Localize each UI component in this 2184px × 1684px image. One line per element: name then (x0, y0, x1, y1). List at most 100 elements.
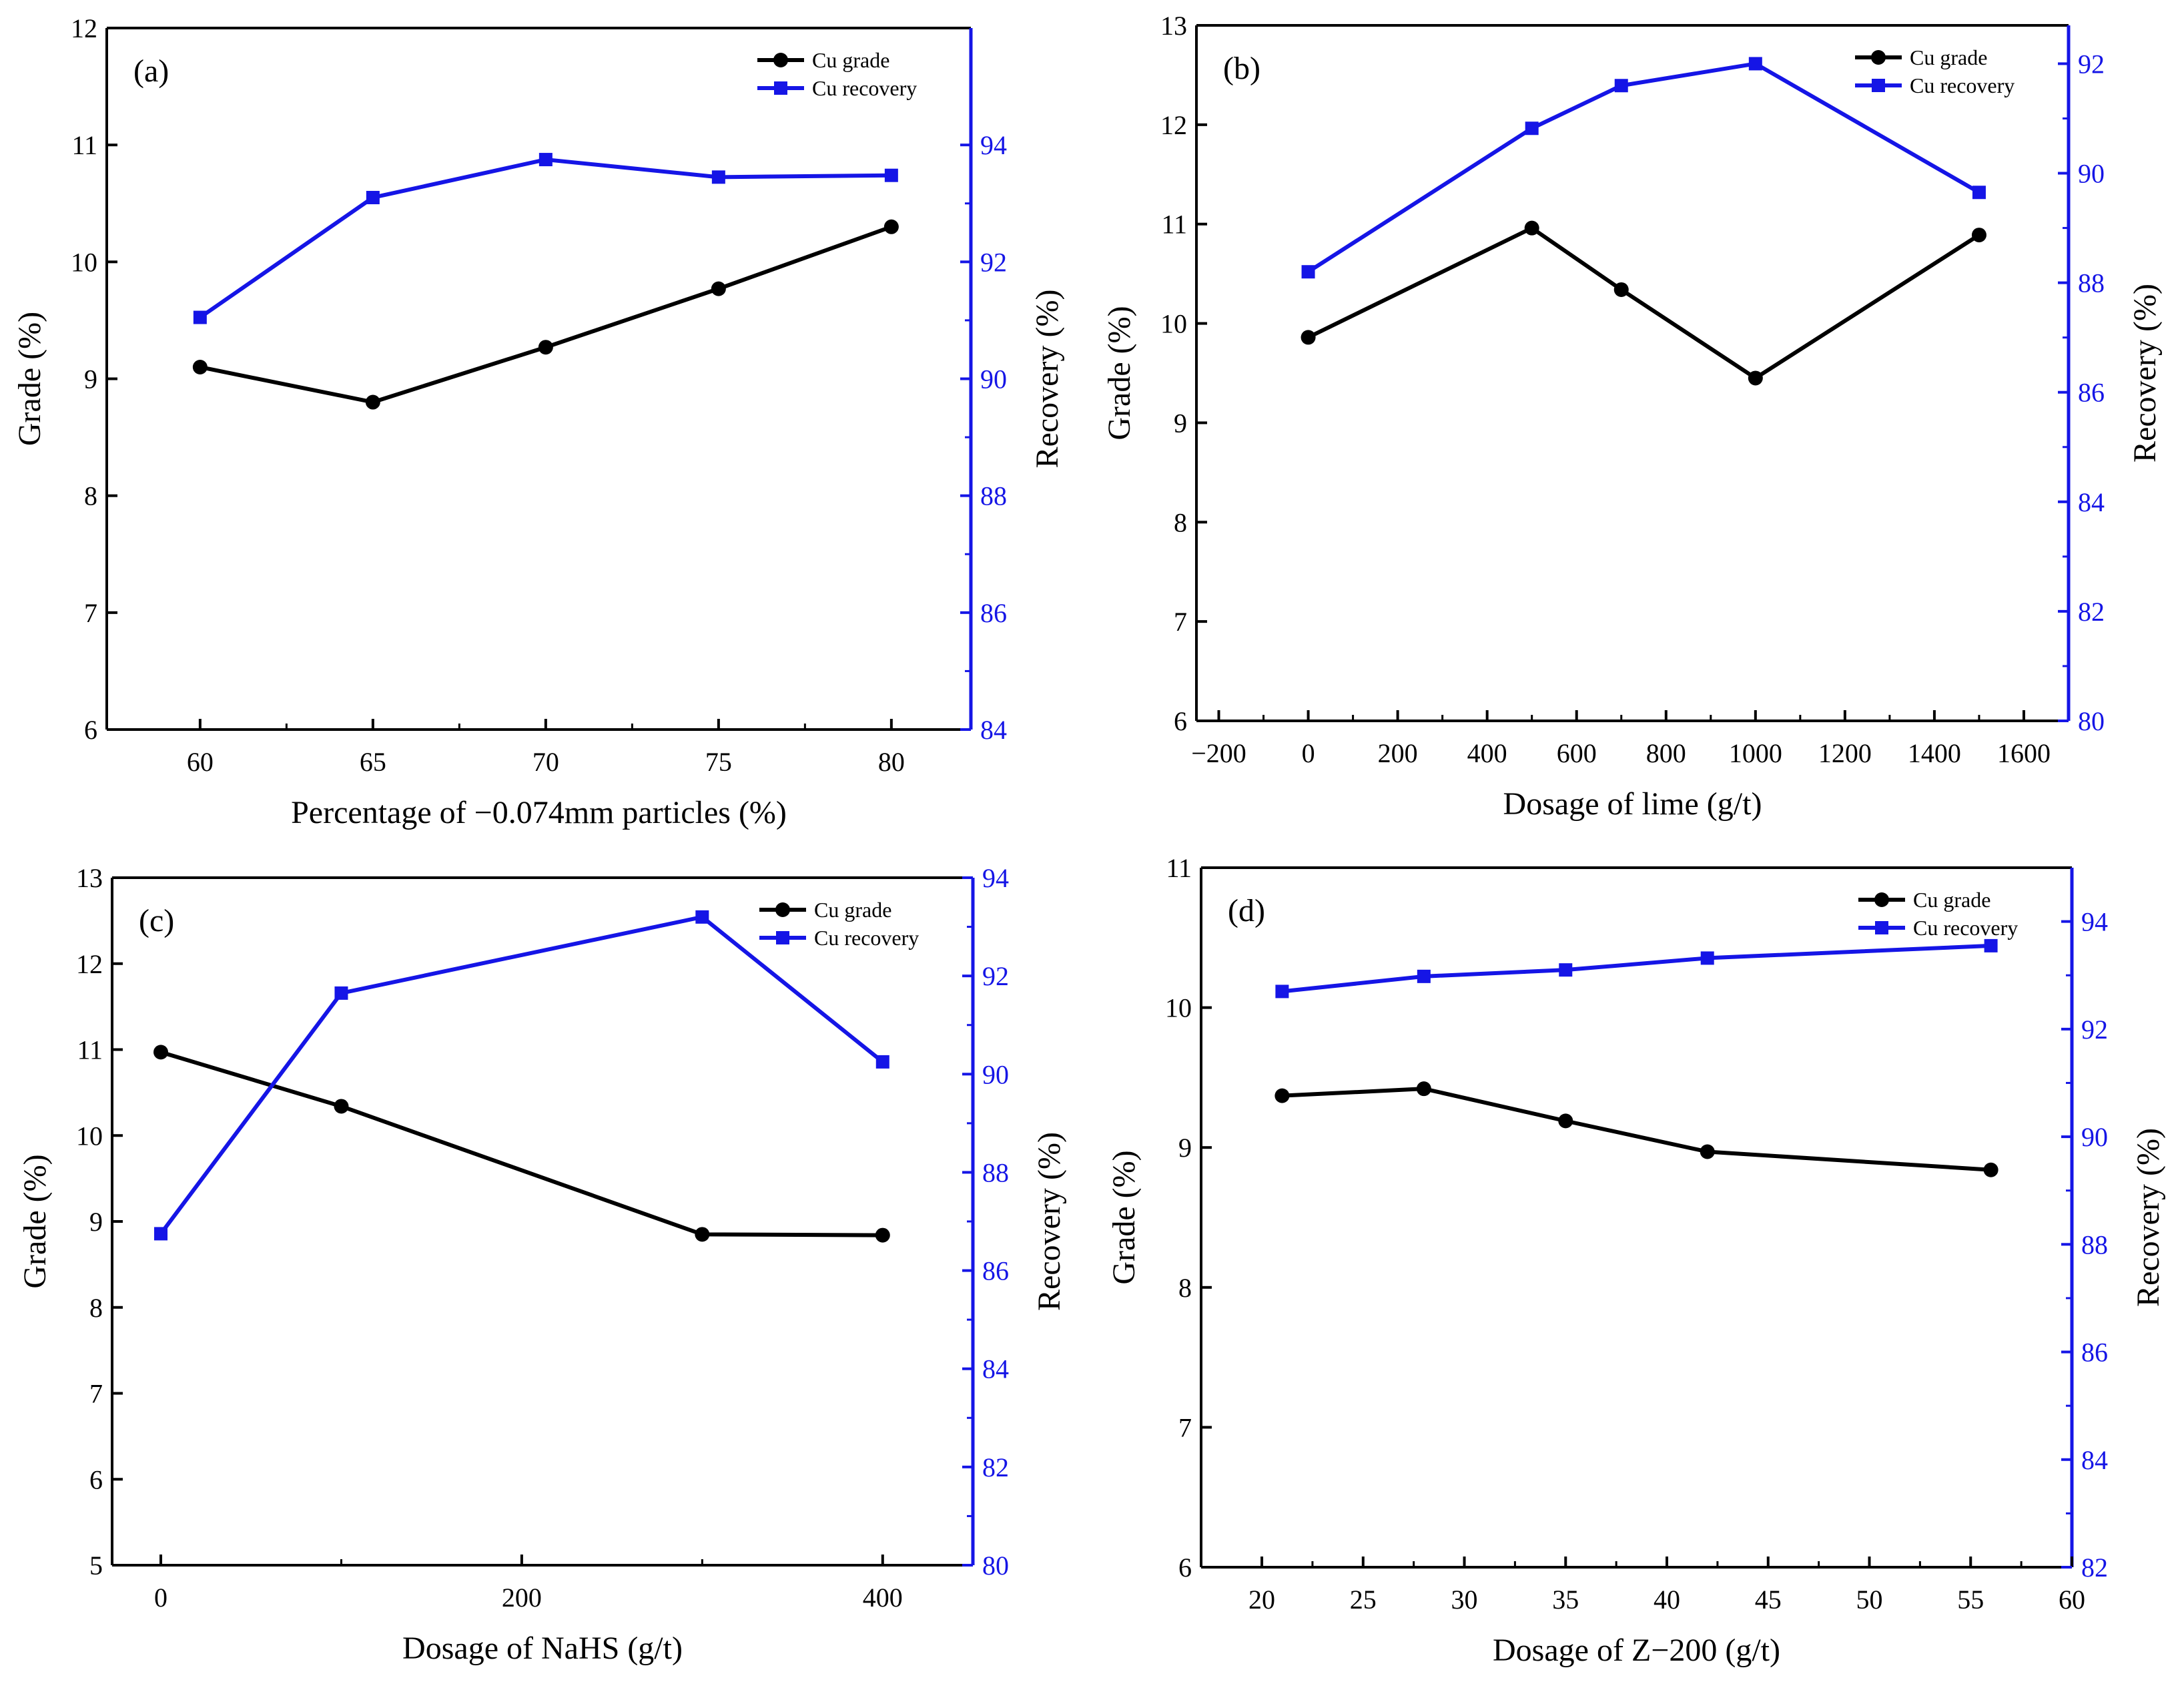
x-tick-label: 0 (1302, 738, 1315, 768)
y-right-tick-label: 90 (982, 1059, 1009, 1089)
y-right-tick-label: 84 (2078, 487, 2105, 517)
recovery-point (1275, 985, 1289, 999)
grade-point (1558, 1113, 1573, 1129)
recovery-point (154, 1227, 168, 1241)
y-left-tick-label: 8 (84, 481, 97, 511)
grade-point (153, 1045, 169, 1060)
y-left-tick-label: 10 (1165, 993, 1192, 1023)
x-tick-label: 600 (1557, 738, 1597, 768)
grade-line (160, 1050, 883, 1237)
recovery-point (875, 1055, 889, 1069)
y-left-tick-label: 8 (1174, 507, 1187, 537)
grade-point (1700, 1144, 1715, 1159)
y-left-tick-label: 9 (1174, 408, 1187, 438)
recovery-point (1614, 79, 1628, 93)
legend-grade-marker (773, 53, 788, 67)
y-right-tick-label: 82 (2078, 597, 2105, 627)
y-left-tick-label: 12 (1160, 110, 1187, 140)
grade-point (1613, 282, 1629, 297)
grade-point (1301, 330, 1316, 345)
y-right-tick-label: 88 (980, 481, 1007, 511)
y-left-tick-label: 11 (1161, 210, 1187, 240)
y-right-tick-label: 86 (980, 598, 1007, 628)
y-left-tick-label: 5 (89, 1551, 103, 1581)
panel-c: 0 200 400 5 6 7 8 9 10 11 12 13 80 82 84 86 88 90 92 94 Dosa… (17, 863, 1067, 1666)
x-tick-label: 25 (1350, 1585, 1377, 1615)
recovery-point (1748, 57, 1762, 71)
y-left-tick-label: 9 (84, 364, 97, 394)
legend-grade-marker (1874, 892, 1889, 907)
x-tick-label: 50 (1856, 1585, 1883, 1615)
legend-grade-marker (775, 902, 790, 917)
grade-point (365, 394, 380, 410)
y-right-tick-label: 90 (2078, 159, 2105, 189)
legend-recovery-label: Cu recovery (1913, 916, 2018, 940)
recovery-point (1972, 186, 1986, 200)
x-tick-label: 70 (532, 747, 559, 777)
x-tick-label: 65 (360, 747, 386, 777)
legend-recovery-label: Cu recovery (812, 76, 917, 100)
panel-d: 20 25 30 35 40 45 50 55 60 6 7 8 9 10 11 82 84 86 88 90 92 94… (1106, 853, 2166, 1668)
recovery-line (1307, 61, 1980, 274)
recovery-point (1525, 121, 1539, 135)
y-left-tick-label: 6 (1178, 1553, 1192, 1583)
recovery-point (711, 170, 725, 184)
y-right-tick-label: 88 (982, 1157, 1009, 1187)
x-tick-label: 0 (154, 1583, 167, 1613)
grade-point (1275, 1088, 1290, 1103)
legend-recovery-marker (774, 81, 787, 95)
panel-label: (a) (133, 53, 169, 89)
x-axis-title: Percentage of −0.074mm particles (%) (291, 795, 787, 830)
y-right-tick-label: 84 (980, 715, 1007, 745)
x-tick-label: 400 (1467, 738, 1507, 768)
y-right-tick-label: 80 (2078, 706, 2105, 736)
legend-recovery-marker (1872, 79, 1885, 92)
x-axis-title: Dosage of NaHS (g/t) (402, 1631, 683, 1666)
y-right-axis-title: Recovery (%) (2127, 284, 2163, 463)
legend-grade-label: Cu grade (812, 48, 889, 72)
grade-point (538, 340, 553, 355)
y-right-tick-label: 86 (2078, 378, 2105, 408)
y-left-tick-label: 8 (1178, 1273, 1192, 1303)
y-left-axis-title: Grade (%) (1102, 306, 1137, 440)
y-left-tick-label: 12 (76, 949, 103, 979)
x-axis-title: Dosage of Z−200 (g/t) (1493, 1633, 1780, 1668)
panel-label: (d) (1228, 893, 1265, 928)
y-left-tick-label: 9 (1178, 1133, 1192, 1163)
panel-label: (b) (1223, 51, 1260, 86)
x-tick-label: 400 (863, 1583, 903, 1613)
y-right-tick-label: 92 (2078, 49, 2105, 79)
x-tick-label: 1600 (1997, 738, 2051, 768)
legend-grade-label: Cu grade (814, 898, 891, 922)
grade-point (711, 281, 726, 296)
y-right-tick-label: 82 (2081, 1553, 2108, 1583)
recovery-point (884, 168, 898, 182)
recovery-point (1984, 938, 1998, 952)
y-left-tick-label: 6 (89, 1464, 103, 1494)
legend-grade-label: Cu grade (1913, 888, 1990, 912)
y-left-tick-label: 8 (89, 1293, 103, 1323)
recovery-point (538, 153, 553, 167)
x-tick-label: 35 (1552, 1585, 1579, 1615)
y-left-tick-label: 11 (71, 130, 97, 160)
x-tick-label: 20 (1248, 1585, 1275, 1615)
x-tick-label: 1400 (1908, 738, 1961, 768)
y-left-tick-label: 11 (77, 1035, 103, 1065)
x-tick-label: 200 (1378, 738, 1418, 768)
x-tick-label: 75 (705, 747, 732, 777)
y-right-tick-label: 86 (2081, 1338, 2108, 1368)
y-left-axis-title: Grade (%) (1106, 1150, 1142, 1284)
y-right-tick-label: 88 (2081, 1229, 2108, 1259)
y-left-tick-label: 13 (1160, 11, 1187, 41)
x-tick-label: 45 (1755, 1585, 1782, 1615)
y-right-tick-label: 86 (982, 1256, 1009, 1286)
grade-point (695, 1227, 710, 1242)
grade-line (200, 224, 892, 404)
x-tick-label: 1200 (1818, 738, 1872, 768)
recovery-point (1417, 969, 1431, 983)
grade-point (1971, 228, 1986, 243)
y-left-axis-title: Grade (%) (12, 312, 47, 446)
x-tick-label: 60 (187, 747, 214, 777)
x-tick-label: −200 (1191, 738, 1246, 768)
